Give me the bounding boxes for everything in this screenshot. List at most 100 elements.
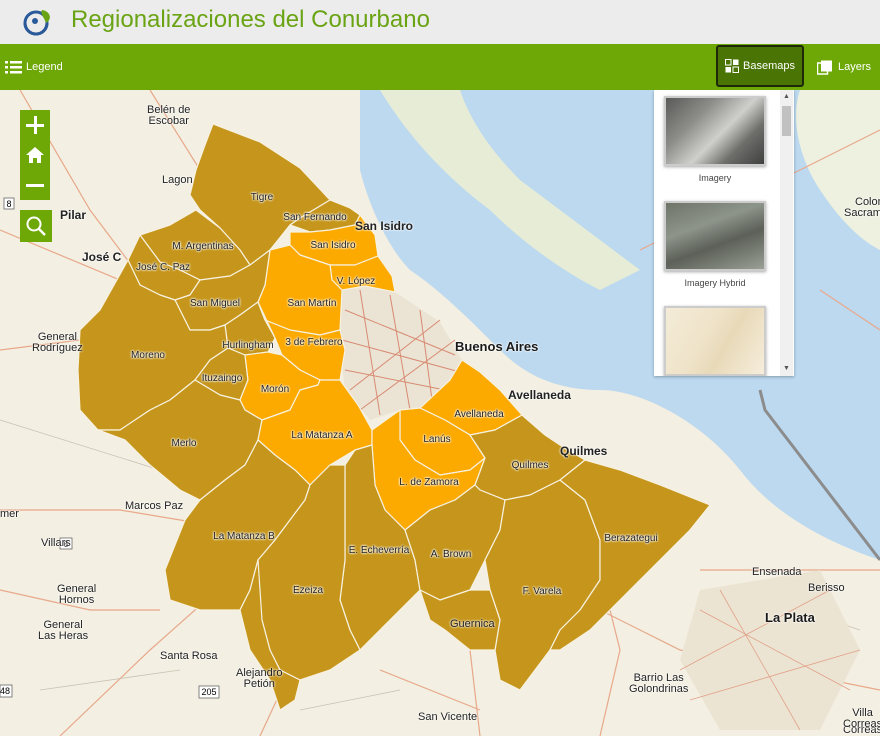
place-san-isidro-city: San Isidro [355,219,414,233]
street-segment [419,309,433,401]
basemap-thumbnail [664,96,766,166]
place-pilar: Pilar [60,208,87,222]
district-polygons [77,123,711,711]
place-alejandro-petion: Alejandro Petión [236,667,283,690]
plus-icon [26,116,44,134]
district-label: San Isidro [310,240,356,251]
app-title: Regionalizaciones del Conurbano [71,6,430,33]
district-label: Ituzaingo [201,373,243,384]
street-segment [359,289,381,416]
legend-button[interactable]: Legend [5,44,63,90]
place-san-vicente: San Vicente [418,711,478,723]
street-segment [344,309,456,356]
toolbar: Legend Basemaps Layers [0,44,880,90]
district-label: A. Brown [430,549,472,560]
street-segment [719,589,801,731]
basemap-grid-icon [725,59,739,73]
district-label: Hurlingham [222,340,274,351]
street-segment [344,369,446,391]
road-segment [299,689,401,711]
road-shield-number: 8 [6,199,11,209]
district-label: La Matanza B [213,531,275,542]
search-button[interactable] [20,210,52,242]
street-segment [699,609,851,691]
district-san-vicente-strip [239,559,301,711]
basemap-thumbnail [664,201,766,271]
place-marcos-paz: Marcos Paz [125,500,184,512]
street-segment [679,589,831,671]
map-view[interactable]: 8 6 205 48 Belén de Escobar Lagon Pilar … [0,90,880,736]
base-map: 8 6 205 48 [0,90,880,736]
district-label: Lanús [423,434,451,445]
place-santa-rosa: Santa Rosa [160,650,218,662]
district-label: Tigre [250,192,274,203]
district-label: Quilmes [511,460,549,471]
basemap-imagery-hybrid[interactable]: Imagery Hybrid [664,201,766,288]
place-quilmes-city: Quilmes [560,444,608,458]
place-correas: Correas [843,724,880,736]
legend-label: Legend [26,61,63,73]
road-shield [0,684,13,698]
place-avellaneda-city: Avellaneda [508,388,571,402]
place-ensenada: Ensenada [752,566,802,578]
home-button[interactable] [20,140,50,170]
scroll-thumb[interactable] [782,106,791,136]
basemap-thumbnail [664,306,766,376]
place-guernica: Guernica [450,618,495,630]
district-label: Avellaneda [454,409,504,420]
street-segment [389,294,411,411]
place-buenos-aires: Buenos Aires [455,339,539,354]
basemap-gallery: Imagery Imagery Hybrid ▲ ▼ [654,90,794,376]
district-label: E. Echeverría [348,545,410,556]
scroll-down-arrow-icon[interactable]: ▼ [783,365,790,372]
place-jose-c: José C [82,250,122,264]
caba-streets [341,289,461,416]
place-general-las-heras: General Las Heras [38,619,89,642]
street-segment [349,319,441,391]
district-label: Merlo [171,438,197,449]
place-colonia: Colonia Sacramento [844,196,880,219]
road-shield [59,537,73,550]
layers-button[interactable]: Layers [817,44,871,90]
district-label: M. Argentinas [172,241,234,252]
district-berazategui [549,459,711,651]
district-3-de-febrero [257,301,346,381]
district-label: San Martín [287,298,337,309]
minus-icon [26,184,44,187]
basemaps-button[interactable]: Basemaps [716,45,804,87]
district-label: Moreno [131,350,165,361]
place-general-hornos: General Hornos [57,583,97,606]
basemap-label: Imagery [698,173,732,183]
zoom-in-button[interactable] [20,110,50,140]
road-shield-number: 6 [63,539,68,549]
search-icon [26,216,46,236]
scroll-up-arrow-icon[interactable]: ▲ [783,93,790,100]
place-lagon: Lagon [162,174,193,186]
layers-icon [817,60,832,75]
road-shield-number: 205 [201,687,216,697]
district-label: San Fernando [283,212,347,223]
district-label: F. Varela [522,586,562,597]
app-header: Regionalizaciones del Conurbano [0,0,880,44]
district-label: San Miguel [189,298,241,309]
basemaps-label: Basemaps [743,60,795,72]
layers-label: Layers [838,61,872,73]
zoom-out-button[interactable] [20,170,50,200]
place-barrio-las-golondrinas: Barrio Las Golondrinas [629,672,689,695]
delta-islands [380,90,640,290]
basemap-streets[interactable] [664,306,766,376]
street-segment [689,649,861,701]
basemap-imagery[interactable]: Imagery [664,96,766,183]
gallery-scrollbar[interactable]: ▲ ▼ [780,90,793,376]
place-general-rodriguez: General Rodríguez [32,331,83,354]
place-edge-west: mer [0,508,19,520]
street-segment [359,339,456,411]
district-label: 3 de Febrero [285,337,343,348]
list-icon [5,61,22,74]
zoom-controls [20,110,50,200]
district-label: L. de Zamora [399,477,459,488]
road-segment [39,669,181,691]
shipping-channel [758,389,880,561]
place-la-plata: La Plata [765,610,815,625]
uruguay-coast [796,90,880,250]
